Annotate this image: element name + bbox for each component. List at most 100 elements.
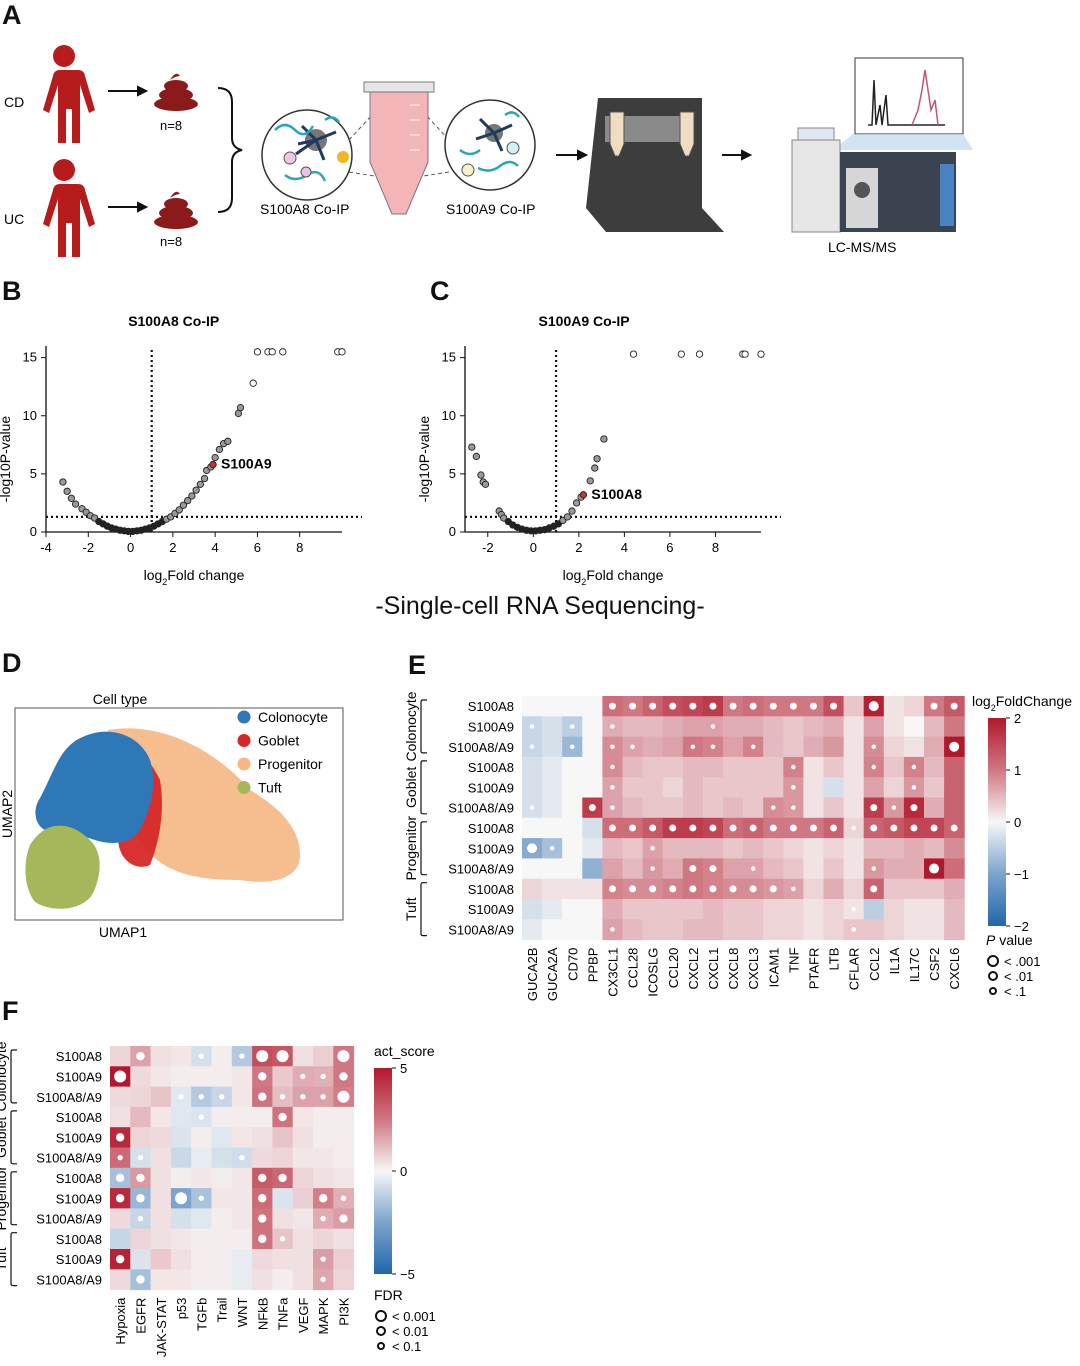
heatmap-cell [863,919,885,941]
heatmap-cell [170,1106,192,1128]
group-label: Goblet [0,1117,9,1158]
row-label: S100A8 [56,1232,102,1247]
significance-dot [175,1192,188,1205]
data-point [215,445,224,454]
heatmap-cell [231,1188,253,1209]
heatmap-cell [803,736,824,758]
significance-dot [709,865,717,873]
x-tick-label: 0 [530,540,537,555]
data-point [572,499,581,507]
y-tick-label: 5 [449,466,456,481]
heatmap-cell [542,716,563,738]
highlight-point [579,491,588,499]
heatmap-cell [333,1127,355,1148]
pvalue-legend-label: < 0.001 [392,1309,436,1324]
significance-dot [950,702,958,710]
row-label: S100A9 [56,1069,102,1084]
y-tick-label: 10 [23,408,37,423]
heatmap-cell [642,777,664,798]
cluster-colonocyte [35,731,154,843]
heatmap-cell [883,716,905,738]
group-label: Colonocyte [403,691,419,761]
volcano-plot-s100a8: -4 -2 0 2 4 6 8 0 5 10 15 S100A9 S100A8 Co-IP log2Fol… [0,313,362,587]
significance-dot [529,744,535,749]
heatmap-cell [211,1269,233,1291]
column-label: ICAM1 [766,948,781,988]
heatmap-cell [863,716,885,738]
heatmap-cell [110,1269,131,1291]
heatmap-cell [803,716,824,738]
heatmap-cell [843,736,865,758]
x-axis-label: UMAP1 [99,924,147,940]
colorbar [988,718,1006,926]
heatmap-cell [823,736,845,758]
heatmap-cell [924,878,945,900]
significance-dot [279,1094,286,1100]
significance-dot [337,1090,350,1103]
heatmap-cell [211,1208,233,1230]
column-label: CXCL1 [706,948,721,990]
row-label: S100A8/A9 [36,1151,102,1166]
heatmap-cell [211,1167,233,1189]
data-point [63,487,71,495]
significance-dot [749,824,757,832]
heatmap-cell [883,756,905,778]
heatmap-cell [662,797,684,819]
heatmap-cell [110,1106,131,1128]
column-label: CCL20 [666,948,681,988]
panel-label-f: F [2,996,19,1026]
x-tick-label: 0 [127,540,134,555]
heatmap-cell [150,1228,172,1250]
heatmap-cell [130,1106,152,1128]
heatmap-cell [542,919,563,941]
row-label: S100A8 [56,1049,102,1064]
group-bracket [420,821,427,876]
heatmap-cell [231,1086,253,1108]
heatmap-cell [292,1228,314,1250]
heatmap-cell [924,736,945,758]
x-axis-label: log2Fold change [563,567,664,587]
heatmap-cell [662,919,684,941]
heatmap-cell [542,817,563,839]
y-tick-label: 0 [449,524,456,539]
plot-title: S100A9 Co-IP [539,313,630,329]
heatmap-cell [662,899,684,920]
column-label: GUCA2B [525,948,540,1001]
group-label: Tuft [0,1247,9,1271]
significance-dot [115,1194,125,1203]
heatmap-cell [211,1228,233,1250]
row-label: S100A8/A9 [36,1090,102,1105]
significance-dot [851,927,856,932]
heatmap-cell [231,1106,253,1128]
heatmap-cell [763,716,784,738]
heatmap-cell [150,1066,172,1088]
heatmap-cell [763,858,784,880]
significance-dot [689,885,697,893]
row-label: S100A8 [56,1110,102,1125]
heatmap-cell [542,899,563,920]
stool-sample-icon [154,191,198,229]
row-label: S100A8 [468,821,514,836]
heatmap-cell [191,1066,212,1088]
heatmap-cell [522,878,543,900]
row-label: S100A9 [468,780,514,795]
significance-dot [809,702,817,710]
colorbar-tick-label: 5 [400,1061,407,1076]
x-tick-label: 8 [712,540,719,555]
significance-dot [258,1234,267,1244]
heatmap-cell [522,858,543,880]
heatmap-cell [642,756,664,778]
heatmap-cell [150,1147,172,1169]
label-lcms: LC-MS/MS [828,239,896,255]
column-label: JAK-STAT [154,1298,169,1358]
significance-dot [830,824,838,832]
significance-dot [320,1073,326,1080]
colorbar-tick-label: −2 [1014,919,1029,934]
data-point [175,506,183,514]
significance-dot [750,744,756,749]
significance-dot [669,885,677,893]
heatmap-cell [823,797,845,819]
x-tick-label: 4 [212,540,219,555]
heatmap-cell [924,716,945,738]
significance-dot [276,1050,289,1063]
